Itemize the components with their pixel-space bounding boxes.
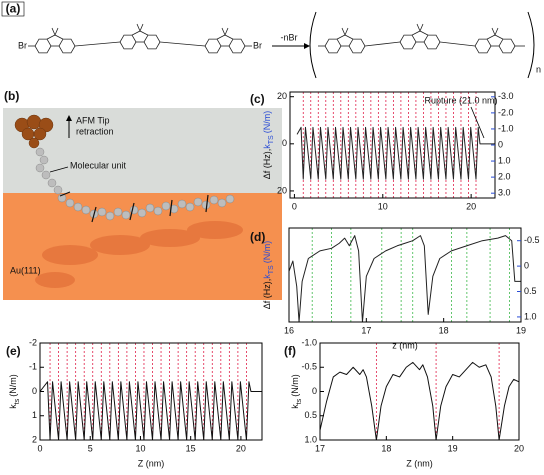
- label-subscript: TS: [268, 265, 275, 274]
- y-tick-label: 0: [32, 386, 37, 396]
- label-symbol: k: [262, 144, 272, 149]
- data-line: [39, 381, 262, 441]
- annotation: Rupture (21.0 nm): [424, 95, 497, 105]
- plot-frame: [288, 227, 522, 323]
- label-symbol: k: [8, 404, 18, 409]
- label-subscript: ts: [296, 398, 303, 404]
- y-tick-label: -1.0: [301, 337, 317, 347]
- atom-label: Br: [18, 40, 27, 50]
- y2-tick-label: -0.5: [524, 235, 540, 245]
- panel-a: (a) Br Br -nBr n: [1, 1, 541, 79]
- y-tick-label: 20: [277, 91, 287, 101]
- x-tick-label: 17: [315, 443, 325, 453]
- y2-tick-label: -2.0: [498, 107, 514, 117]
- x-axis-label: Z (nm): [138, 458, 165, 468]
- y2-tick-label: 0: [524, 260, 529, 270]
- label-symbol: k: [262, 274, 272, 279]
- annotation-arrow: [470, 106, 485, 139]
- panel-label: (d): [250, 230, 265, 244]
- y2-tick-label: -1.0: [498, 123, 514, 133]
- y-tick-label: -2: [29, 337, 37, 347]
- y-tick-label: 2: [32, 434, 37, 444]
- panel-label: (a): [6, 2, 21, 16]
- label-unit: (N/m): [8, 374, 18, 397]
- panel-label: (f): [284, 344, 296, 358]
- y2-tick-label: 0: [498, 139, 503, 149]
- x-axis-label: z (nm): [392, 340, 418, 350]
- y-tick-label: 1.0: [304, 434, 317, 444]
- panel-label: (c): [250, 92, 265, 106]
- label-unit: (N/m): [262, 111, 272, 134]
- x-tick-label: 10: [135, 443, 145, 453]
- data-line: [296, 126, 495, 180]
- label-subscript: ts: [14, 398, 21, 404]
- label-text: Δf (Hz),: [262, 279, 272, 310]
- y2-tick-label: -3.0: [498, 91, 514, 101]
- unit-label: Molecular unit: [70, 160, 127, 170]
- x-tick-label: 0: [292, 201, 297, 211]
- x-axis-label: Z (nm): [406, 458, 433, 468]
- data-line: [288, 235, 521, 323]
- y-tick-label: -1: [29, 362, 37, 372]
- y2-tick-label: 1.0: [498, 155, 511, 165]
- y2-tick-label: 0.5: [524, 286, 537, 296]
- y-axis-label: kts(N/m): [290, 374, 302, 408]
- y2-tick-label: 1.0: [524, 311, 537, 321]
- y-axis-label: Δf (Hz),kTS(N/m): [262, 241, 274, 309]
- x-tick-label: 20: [236, 443, 246, 453]
- panel-b: (b) AFM Tip retraction Molecular unit Au…: [3, 86, 282, 300]
- label-text: Δf (Hz),: [262, 149, 272, 180]
- panel-label: (e): [6, 344, 21, 358]
- x-tick-label: 19: [516, 325, 526, 335]
- label-box: [1, 1, 25, 17]
- x-tick-label: 15: [186, 443, 196, 453]
- atom-label: Br: [253, 40, 262, 50]
- y-tick-label: 1: [32, 410, 37, 420]
- x-tick-label: 10: [378, 201, 388, 211]
- x-tick-label: 0: [37, 443, 42, 453]
- label-symbol: k: [290, 404, 300, 409]
- x-tick-label: 20: [466, 201, 476, 211]
- surface-label: Au(111): [10, 265, 41, 275]
- label-subscript: TS: [268, 135, 275, 144]
- y2-tick-label: 3.0: [498, 188, 511, 198]
- y-axis-label: Δf (Hz),kTS(N/m): [262, 111, 274, 179]
- x-tick-label: 19: [448, 443, 458, 453]
- tip-label: retraction: [76, 126, 114, 136]
- panel-label: (b): [4, 89, 19, 103]
- reaction-label: -nBr: [280, 32, 297, 42]
- x-tick-label: 17: [361, 325, 371, 335]
- label-unit: (N/m): [262, 241, 272, 264]
- tip-label: AFM Tip: [76, 115, 110, 125]
- plot-frame: [289, 91, 496, 199]
- label-unit: (N/m): [290, 374, 300, 397]
- x-tick-label: 5: [88, 443, 93, 453]
- y-tick-label: -0.5: [301, 362, 317, 372]
- plot-frame: [319, 342, 520, 441]
- y-tick-label: 20: [277, 185, 287, 195]
- y-axis-label: kts(N/m): [8, 374, 20, 408]
- y2-tick-label: 2.0: [498, 171, 511, 181]
- y-tick-label: 0: [312, 386, 317, 396]
- x-tick-label: 18: [439, 325, 449, 335]
- x-tick-label: 18: [381, 443, 391, 453]
- x-tick-label: 16: [284, 325, 294, 335]
- y-tick-label: 0: [282, 138, 287, 148]
- x-tick-label: 20: [514, 443, 524, 453]
- y-tick-label: 0.5: [304, 410, 317, 420]
- repeat-label: n: [536, 64, 541, 74]
- data-line: [319, 361, 520, 441]
